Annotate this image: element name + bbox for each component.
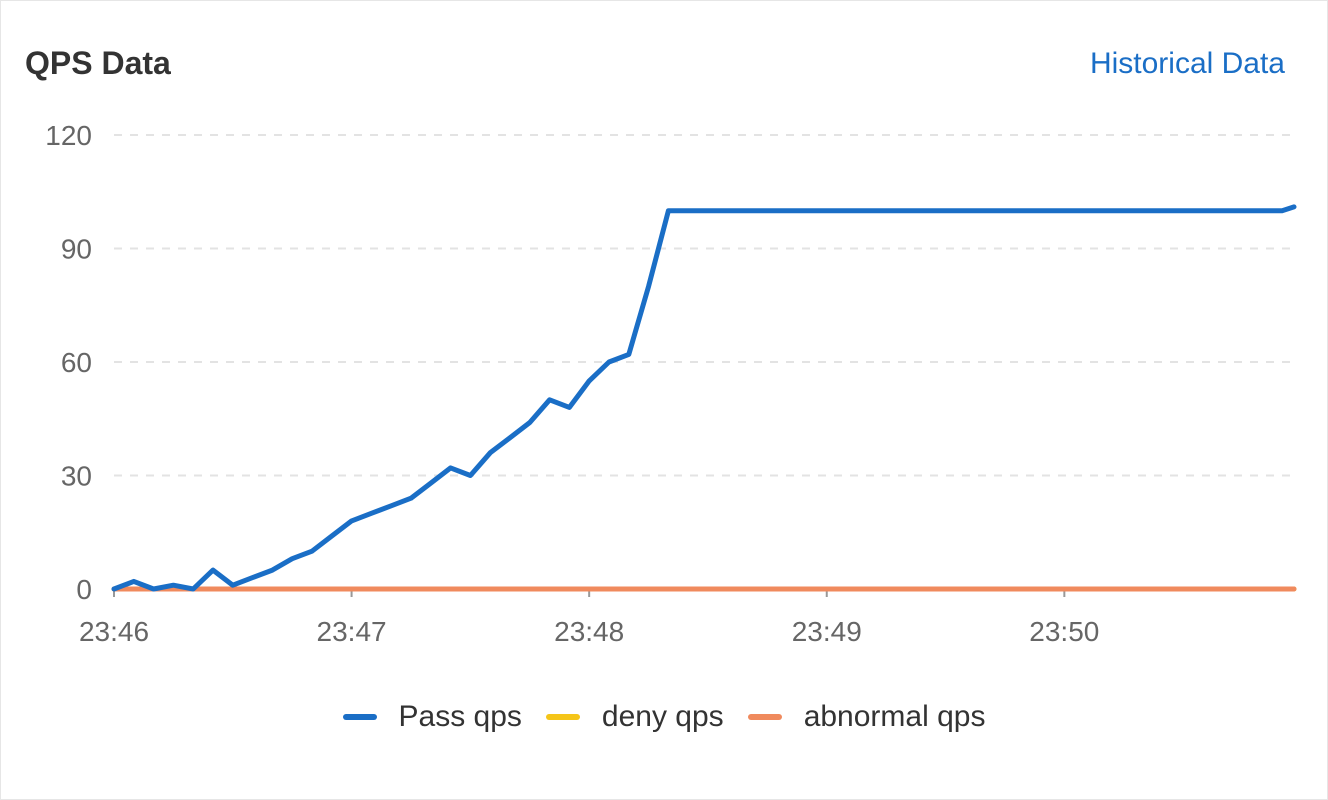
legend-swatch-deny bbox=[545, 714, 580, 720]
legend-item-abnormal-qps[interactable]: abnormal qps bbox=[747, 700, 986, 734]
x-tick-label: 23:50 bbox=[1029, 616, 1099, 647]
x-tick-label: 23:47 bbox=[317, 616, 387, 647]
page-title: QPS Data bbox=[25, 45, 171, 81]
legend-label-pass: Pass qps bbox=[398, 700, 522, 733]
y-tick-label: 30 bbox=[61, 461, 92, 492]
y-tick-label: 60 bbox=[61, 347, 92, 378]
x-tick-label: 23:49 bbox=[792, 616, 862, 647]
y-tick-label: 120 bbox=[45, 120, 92, 151]
chart-legend: Pass qps deny qps abnormal qps bbox=[0, 700, 1328, 734]
historical-data-link[interactable]: Historical Data bbox=[1089, 47, 1285, 80]
x-tick-label: 23:46 bbox=[79, 616, 149, 647]
legend-swatch-abnormal bbox=[747, 714, 782, 720]
y-tick-label: 90 bbox=[61, 234, 92, 265]
y-tick-label: 0 bbox=[76, 574, 92, 605]
legend-label-abnormal: abnormal qps bbox=[803, 700, 986, 733]
x-tick-label: 23:48 bbox=[554, 616, 624, 647]
legend-swatch-pass bbox=[342, 714, 377, 720]
legend-item-deny-qps[interactable]: deny qps bbox=[545, 700, 724, 734]
legend-label-deny: deny qps bbox=[601, 700, 724, 733]
legend-item-pass-qps[interactable]: Pass qps bbox=[342, 700, 522, 734]
series-line-pass-qps bbox=[111, 204, 1297, 592]
